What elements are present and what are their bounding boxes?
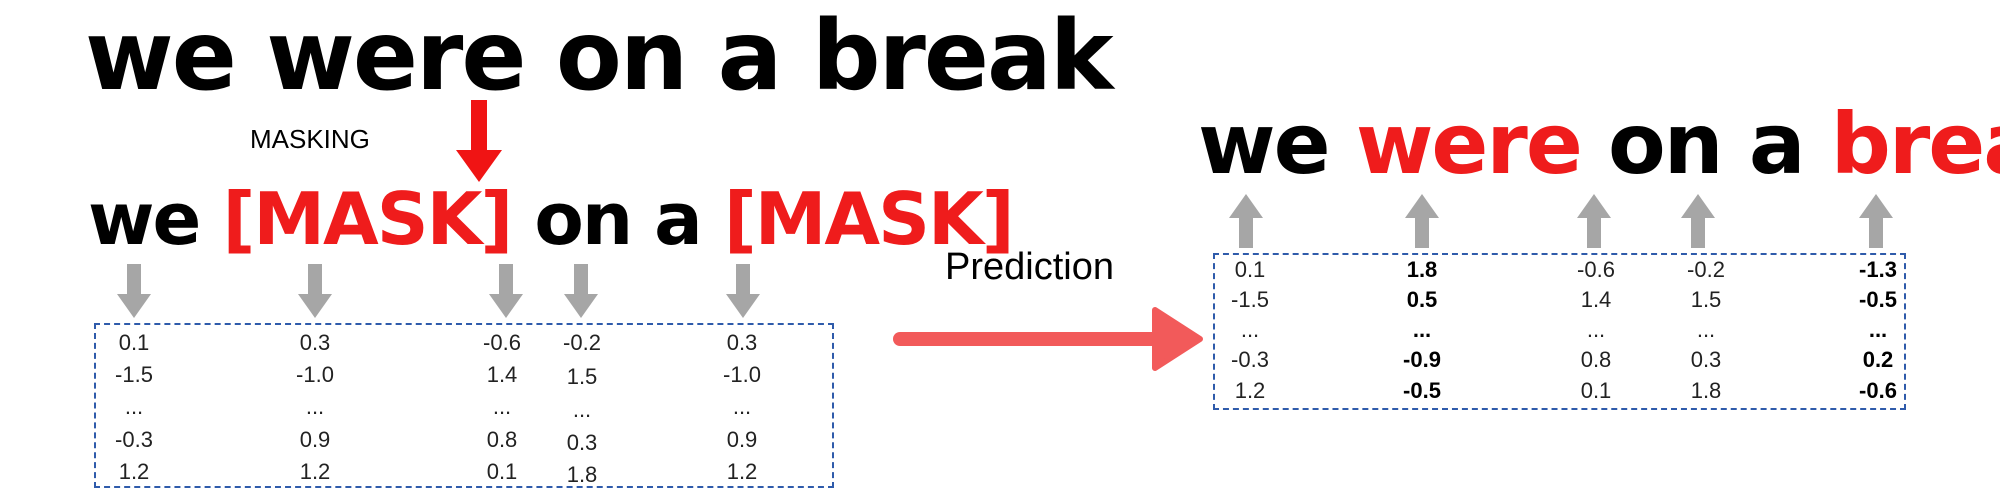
output-value: -0.9 [1403,347,1441,372]
down-arrow-icon [726,264,760,318]
input-value: ... [572,397,592,422]
output-value: -0.6 [1859,378,1897,403]
masked-word-1: we [88,177,201,261]
output-value: -1.3 [1859,257,1897,282]
output-value: 0.8 [1580,347,1612,372]
input-value: 0.3 [726,330,758,355]
prediction-label: Prediction [945,246,1114,288]
output-value: ... [1868,317,1888,342]
down-arrow-icon [489,264,523,318]
output-vectors-box [1213,253,1906,410]
predicted-word-1: we [1198,95,1331,193]
output-value: -0.5 [1403,378,1441,403]
input-value: 1.4 [486,362,518,387]
input-value: 0.9 [726,427,758,452]
input-value: 0.1 [118,330,150,355]
input-value: -1.5 [115,362,153,387]
output-value: ... [1586,317,1606,342]
input-value: ... [732,394,752,419]
masking-label: MASKING [250,124,370,154]
up-arrow-icon [1577,194,1611,248]
masked-word-4: a [654,177,703,261]
output-value: -0.6 [1577,257,1615,282]
input-value: 1.2 [118,459,150,484]
predicted-word-2: were [1355,95,1583,193]
output-value: 0.2 [1862,347,1894,372]
input-value: 1.2 [726,459,758,484]
output-value: ... [1696,317,1716,342]
up-arrow-icon [1405,194,1439,248]
predicted-sentence: we were on a break [1198,102,2000,186]
predicted-word-5: break [1830,95,2000,193]
input-value: 0.3 [566,430,598,455]
output-value: 0.1 [1580,378,1612,403]
output-value: -0.5 [1859,287,1897,312]
output-value: 0.5 [1406,287,1438,312]
prediction-arrow-icon [893,307,1203,371]
original-sentence: we were on a break [85,0,1114,112]
output-value: 0.1 [1234,257,1266,282]
down-arrow-icon [117,264,151,318]
down-arrow-icon [564,264,598,318]
mask-token-1: [MASK] [222,177,513,261]
input-value: 1.8 [566,462,598,487]
input-value: 1.2 [299,459,331,484]
up-arrow-icon [1229,194,1263,248]
masked-word-3: on [534,177,633,261]
input-value: ... [492,394,512,419]
down-arrow-icon [298,264,332,318]
output-value: 1.8 [1406,257,1438,282]
input-value: ... [305,394,325,419]
input-value: 1.5 [566,364,598,389]
input-value: 0.3 [299,330,331,355]
input-value: ... [124,394,144,419]
output-value: -0.2 [1687,257,1725,282]
masked-sentence: we [MASK] on a [MASK] [88,183,1015,255]
input-value: 0.9 [299,427,331,452]
up-arrow-icon [1681,194,1715,248]
input-value: -1.0 [723,362,761,387]
output-value: 0.3 [1690,347,1722,372]
output-value: 1.4 [1580,287,1612,312]
output-value: 1.8 [1690,378,1722,403]
input-value: 0.1 [486,459,518,484]
input-vectors-box [94,323,834,488]
input-value: -0.2 [563,330,601,355]
input-value: -0.3 [115,427,153,452]
output-value: 1.2 [1234,378,1266,403]
output-value: -1.5 [1231,287,1269,312]
input-value: -1.0 [296,362,334,387]
output-value: -0.3 [1231,347,1269,372]
input-value: -0.6 [483,330,521,355]
mask-arrow-icon [456,100,502,182]
up-arrow-icon [1859,194,1893,248]
mask-token-2: [MASK] [723,177,1015,261]
predicted-word-4: a [1748,95,1806,193]
output-value: ... [1412,317,1432,342]
predicted-word-3: on [1608,95,1724,193]
output-value: 1.5 [1690,287,1722,312]
input-value: 0.8 [486,427,518,452]
output-value: ... [1240,317,1260,342]
